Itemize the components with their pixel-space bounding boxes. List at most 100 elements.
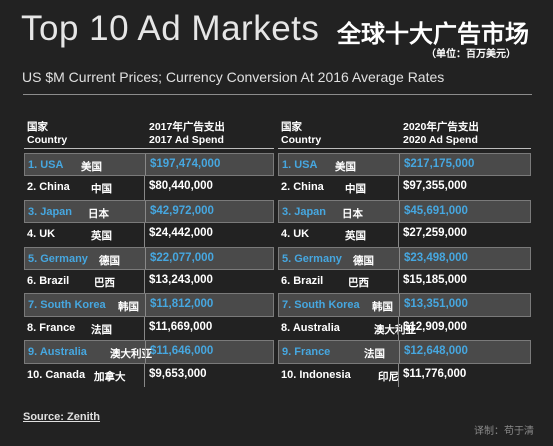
column-divider — [399, 154, 400, 176]
country-header-cn: 国家 — [27, 121, 48, 133]
table-row: 5. Germany 德国 $22,077,000 — [24, 246, 274, 270]
column-divider — [145, 154, 146, 176]
table-row: 7. South Korea 韩国 $13,351,000 — [278, 293, 531, 317]
ad-spend-value: $12,909,000 — [403, 320, 467, 333]
country-name: 10. Indonesia — [281, 368, 351, 381]
table-row: 6. Brazil 巴西 $13,243,000 — [24, 269, 274, 294]
table-row: 9. France 法国 $12,648,000 — [278, 340, 531, 364]
table-body: 1. USA 美国 $197,474,000 2. China 中国 $80,440,00… — [24, 153, 274, 387]
ad-spend-value: $24,442,000 — [149, 227, 213, 240]
ad-spend-value: $11,776,000 — [403, 367, 467, 380]
country-name: 1. USA — [28, 159, 64, 171]
country-name: 5. Germany — [282, 252, 342, 265]
ad-spend-value: $13,243,000 — [149, 273, 213, 286]
country-name: 9. France — [282, 346, 331, 359]
ad-spend-value: $9,653,000 — [149, 367, 207, 380]
table-row: 1. USA 美国 $197,474,000 — [24, 153, 274, 177]
country-column-header: 国家 Country — [27, 121, 67, 147]
translator-credit: 译制：苟于清 — [474, 426, 534, 437]
country-name: 8. France — [27, 321, 76, 334]
table-row: 3. Japan 日本 $42,972,000 — [24, 199, 274, 224]
country-name-cn: 英国 — [91, 230, 112, 243]
ad-spend-column-header: 2017年广告支出 2017 Ad Spend — [149, 121, 225, 147]
country-name-cn: 印尼 — [378, 370, 399, 383]
ad-spend-value: $217,175,000 — [404, 158, 475, 170]
country-column-header: 国家 Country — [281, 121, 321, 147]
country-name: 2. China — [27, 181, 70, 194]
table-row: 9. Australia 澳大利亚 $11,646,000 — [24, 340, 274, 364]
ad-spend-header-cn: 2020年广告支出 — [403, 121, 479, 133]
header-divider — [278, 148, 531, 149]
ad-spend-value: $23,498,000 — [404, 251, 468, 264]
country-name-cn: 法国 — [364, 348, 385, 361]
table-row: 1. USA 美国 $217,175,000 — [278, 153, 531, 177]
ad-spend-header-en: 2017 Ad Spend — [149, 134, 224, 146]
ad-spend-value: $12,648,000 — [404, 345, 468, 358]
table-row: 4. UK 英国 $27,259,000 — [278, 223, 531, 247]
ad-spend-value: $22,077,000 — [150, 251, 214, 264]
ad-spend-value: $13,351,000 — [404, 298, 468, 311]
country-name: 1. USA — [282, 159, 318, 171]
country-name-cn: 加拿大 — [94, 370, 126, 383]
column-divider — [144, 363, 145, 387]
country-name: 10. Canada — [27, 368, 86, 381]
ad-spend-value: $11,812,000 — [150, 298, 214, 311]
header-divider — [24, 148, 274, 149]
table-header: 国家 Country 2017年广告支出 2017 Ad Spend — [24, 120, 274, 148]
country-name-cn: 中国 — [91, 183, 112, 196]
ad-spend-value: $11,669,000 — [149, 320, 213, 333]
country-name: 7. South Korea — [282, 299, 360, 312]
unit-label-cn: （单位：百万美元） — [426, 49, 516, 60]
country-name-cn: 澳大利亚 — [374, 323, 416, 336]
table-2020: 国家 Country 2020年广告支出 2020 Ad Spend 1. US… — [278, 120, 531, 387]
column-divider — [144, 316, 145, 341]
column-divider — [398, 223, 399, 247]
column-divider — [144, 269, 145, 294]
column-divider — [398, 176, 399, 200]
country-name: 6. Brazil — [281, 274, 324, 287]
country-name-cn: 巴西 — [94, 276, 115, 289]
country-name: 6. Brazil — [27, 274, 70, 287]
ad-spend-value: $42,972,000 — [150, 204, 214, 217]
country-name: 5. Germany — [28, 252, 88, 265]
country-name: 9. Australia — [28, 346, 87, 359]
country-name-cn: 德国 — [99, 254, 120, 267]
column-divider — [398, 269, 399, 294]
table-row: 5. Germany 德国 $23,498,000 — [278, 246, 531, 270]
page-title: Top 10 Ad Markets — [21, 9, 320, 48]
ad-spend-header-cn: 2017年广告支出 — [149, 121, 225, 133]
table-row: 3. Japan 日本 $45,691,000 — [278, 199, 531, 224]
ad-spend-value: $197,474,000 — [150, 158, 221, 170]
country-name: 4. UK — [281, 228, 310, 241]
country-name-cn: 日本 — [342, 207, 363, 220]
table-row: 2. China 中国 $80,440,000 — [24, 176, 274, 200]
table-row: 10. Indonesia 印尼 $11,776,000 — [278, 363, 531, 387]
country-name-cn: 英国 — [345, 230, 366, 243]
country-name: 8. Australia — [281, 321, 340, 334]
country-name-cn: 巴西 — [348, 276, 369, 289]
country-name-cn: 韩国 — [118, 301, 139, 314]
country-name-cn: 澳大利亚 — [110, 348, 152, 361]
column-divider — [145, 341, 146, 363]
ad-spend-value: $15,185,000 — [403, 273, 467, 286]
country-name: 4. UK — [27, 228, 56, 241]
ad-spend-value: $11,646,000 — [150, 345, 214, 358]
table-row: 10. Canada 加拿大 $9,653,000 — [24, 363, 274, 387]
column-divider — [144, 176, 145, 200]
top-divider — [23, 94, 532, 95]
column-divider — [398, 316, 399, 341]
table-body: 1. USA 美国 $217,175,000 2. China 中国 $97,355,00… — [278, 153, 531, 387]
source-link[interactable]: Source: Zenith — [23, 411, 101, 423]
ad-spend-value: $27,259,000 — [403, 227, 467, 240]
country-name-cn: 韩国 — [372, 301, 393, 314]
country-name-cn: 中国 — [345, 183, 366, 196]
column-divider — [399, 341, 400, 363]
column-divider — [398, 363, 399, 387]
table-row: 7. South Korea 韩国 $11,812,000 — [24, 293, 274, 317]
country-header-en: Country — [27, 134, 68, 146]
country-name: 3. Japan — [28, 205, 73, 218]
country-name: 7. South Korea — [28, 299, 106, 312]
country-name-cn: 美国 — [335, 161, 356, 173]
ad-spend-value: $45,691,000 — [404, 204, 468, 217]
page-subtitle: US $M Current Prices; Currency Conversio… — [22, 69, 445, 85]
